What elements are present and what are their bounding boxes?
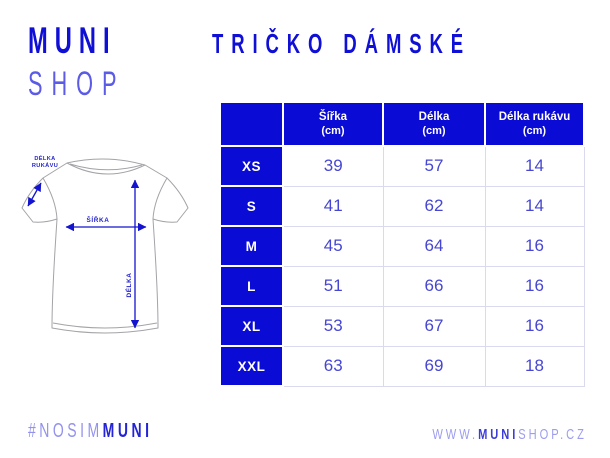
col-header-unit: (cm) (422, 124, 446, 137)
footer-url-brand: MUNI (478, 426, 519, 443)
page-title: TRIČKO DÁMSKÉ (212, 28, 472, 59)
col-header-label: Délka (418, 110, 450, 123)
col-header-label: Šířka (318, 110, 348, 123)
length-label: DÉLKA (124, 272, 133, 297)
table-corner-cell (219, 101, 284, 147)
brand-logo: MUNI SHOP (28, 22, 180, 101)
value-cell: 16 (484, 265, 585, 307)
col-header-delka: Délka (cm) (382, 101, 486, 147)
collar-band (66, 162, 146, 175)
table-row-l: L 51 66 16 (219, 265, 585, 307)
brand-logo-shop: SHOP (28, 65, 126, 103)
size-cell: XL (219, 305, 284, 347)
value-cell: 69 (382, 345, 486, 387)
footer-url-suffix: SHOP.CZ (518, 426, 587, 443)
value-cell: 41 (282, 185, 384, 227)
sleeve-length-label-line1: DÉLKA (34, 154, 55, 162)
value-cell: 51 (282, 265, 384, 307)
col-header-unit: (cm) (321, 124, 345, 137)
footer-hashtag-bold: MUNI (102, 420, 153, 442)
value-cell: 39 (282, 145, 384, 187)
value-cell: 14 (484, 145, 585, 187)
value-cell: 67 (382, 305, 486, 347)
col-header-unit: (cm) (522, 124, 547, 137)
table-row-xxl: XXL 63 69 18 (219, 345, 585, 387)
tshirt-outline (21, 158, 189, 334)
size-cell: M (219, 225, 284, 267)
table-row-xs: XS 39 57 14 (219, 145, 585, 187)
value-cell: 57 (382, 145, 486, 187)
size-cell: XXL (219, 345, 284, 387)
value-cell: 18 (484, 345, 585, 387)
tshirt-diagram: DÉLKA RUKÁVU ŠÍŘKA DÉLKA (21, 154, 189, 334)
size-cell: L (219, 265, 284, 307)
sleeve-length-arrow (27, 182, 42, 207)
col-header-delka-rukavu: Délka rukávu (cm) (484, 101, 585, 147)
size-table: Šířka (cm) Délka (cm) Délka rukávu (cm) … (219, 101, 585, 387)
value-cell: 45 (282, 225, 384, 267)
value-cell: 62 (382, 185, 486, 227)
sleeve-seams (42, 177, 168, 220)
value-cell: 16 (484, 225, 585, 267)
col-header-sirka: Šířka (cm) (282, 101, 384, 147)
sleeve-length-label-line2: RUKÁVU (32, 162, 58, 169)
value-cell: 66 (382, 265, 486, 307)
table-row-m: M 45 64 16 (219, 225, 585, 267)
table-row-s: S 41 62 14 (219, 185, 585, 227)
table-row-xl: XL 53 67 16 (219, 305, 585, 347)
width-label: ŠÍŘKA (87, 215, 110, 224)
value-cell: 63 (282, 345, 384, 387)
size-cell: XS (219, 145, 284, 187)
hem-stitch (52, 322, 158, 329)
brand-logo-muni: MUNI (28, 20, 117, 61)
footer-hashtag: #NOSIMMUNI (28, 420, 152, 443)
footer-hashtag-light: #NOSIM (28, 420, 103, 442)
value-cell: 64 (382, 225, 486, 267)
value-cell: 14 (484, 185, 585, 227)
value-cell: 16 (484, 305, 585, 347)
value-cell: 53 (282, 305, 384, 347)
measure-arrows (27, 179, 147, 329)
table-header-row: Šířka (cm) Délka (cm) Délka rukávu (cm) (219, 101, 585, 147)
col-header-label: Délka rukávu (498, 110, 571, 123)
footer-url-prefix: WWW. (432, 426, 479, 443)
footer-url: WWW.MUNISHOP.CZ (432, 426, 587, 443)
size-cell: S (219, 185, 284, 227)
